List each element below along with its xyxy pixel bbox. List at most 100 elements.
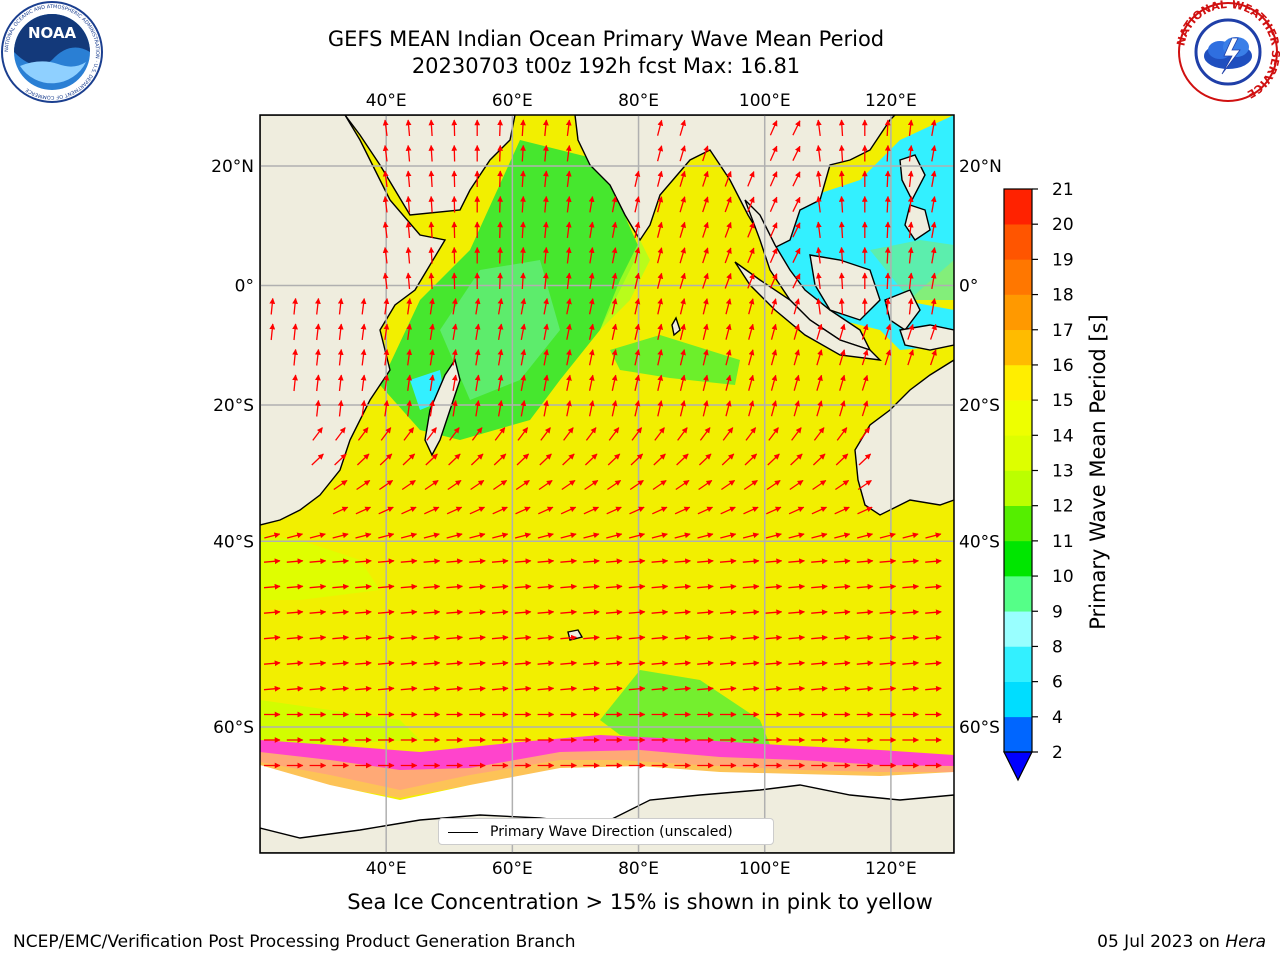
wave-arrow xyxy=(583,558,600,565)
wave-arrow xyxy=(337,323,344,340)
wave-arrow xyxy=(856,583,874,590)
wave-arrow xyxy=(588,374,595,391)
wave-arrow xyxy=(702,272,709,289)
wave-arrow xyxy=(605,558,623,565)
wave-arrow xyxy=(538,479,553,491)
wave-arrow xyxy=(469,609,486,616)
wave-arrow xyxy=(423,685,441,692)
wave-arrow xyxy=(742,532,760,539)
wave-arrow xyxy=(264,532,281,539)
wave-arrow xyxy=(406,298,413,315)
wave-arrow xyxy=(679,323,686,340)
wave-arrow xyxy=(607,479,622,491)
wave-arrow xyxy=(725,298,732,315)
colorbar-segment xyxy=(1004,470,1032,506)
wave-arrow xyxy=(657,400,664,417)
wave-arrow xyxy=(838,221,845,239)
wave-arrow xyxy=(657,374,664,391)
wave-arrow xyxy=(812,453,826,466)
wave-arrow xyxy=(697,634,714,641)
wave-arrow xyxy=(447,479,462,491)
wave-arrow xyxy=(770,349,778,366)
wave-arrow xyxy=(542,170,549,188)
wave-arrow xyxy=(263,660,281,667)
wave-arrow xyxy=(514,660,532,667)
wave-arrow xyxy=(724,272,732,289)
wave-arrow xyxy=(560,506,577,515)
wave-arrow xyxy=(765,558,783,565)
lat-tick-label-left: 60°S xyxy=(213,718,254,738)
wave-arrow xyxy=(446,609,463,616)
colorbar-segment xyxy=(1004,716,1032,753)
colorbar-tick-label: 20 xyxy=(1052,215,1074,235)
graticule xyxy=(260,115,954,853)
wave-arrow xyxy=(405,119,412,137)
wave-arrow xyxy=(884,323,892,340)
wave-arrow xyxy=(816,349,823,366)
wave-arrow xyxy=(377,685,395,692)
wave-arrow xyxy=(742,583,760,590)
wave-arrow xyxy=(446,685,463,692)
wave-arrow xyxy=(699,427,711,441)
wave-arrow xyxy=(628,583,646,590)
wave-arrow xyxy=(355,660,372,667)
wave-arrow xyxy=(742,558,760,565)
wave-arrow xyxy=(861,323,869,340)
wave-arrow xyxy=(766,479,781,491)
wave-arrow xyxy=(792,120,801,136)
wave-arrow xyxy=(677,427,688,441)
colorbar-tick-label: 18 xyxy=(1052,286,1074,306)
wave-arrow xyxy=(833,685,851,692)
wave-arrow xyxy=(606,532,623,539)
wave-arrow xyxy=(428,119,435,137)
wave-arrow xyxy=(360,374,367,391)
wave-arrow xyxy=(724,247,732,264)
wave-arrow xyxy=(925,583,942,590)
wave-arrow xyxy=(446,532,463,539)
period-zone-green-central xyxy=(610,335,740,385)
wave-arrow xyxy=(332,634,349,641)
wave-arrow xyxy=(611,349,618,366)
wave-arrow xyxy=(383,298,390,315)
wave-arrow xyxy=(839,323,846,340)
wave-arrow xyxy=(563,427,574,441)
wave-arrow xyxy=(765,532,782,539)
wave-arrow xyxy=(811,506,828,515)
wave-arrow xyxy=(588,196,595,213)
wave-arrow xyxy=(405,144,412,162)
wave-arrow xyxy=(907,272,914,289)
wave-arrow xyxy=(884,144,891,162)
wave-arrow xyxy=(315,323,321,341)
wave-arrow xyxy=(834,532,851,539)
wave-arrow xyxy=(583,583,600,590)
wave-arrow xyxy=(309,609,327,616)
lat-tick-label-left: 20°N xyxy=(211,157,254,177)
wave-arrow xyxy=(405,195,412,213)
wave-arrow xyxy=(360,400,367,417)
wave-arrow xyxy=(765,660,783,667)
wave-arrow xyxy=(791,427,802,441)
wave-arrow xyxy=(538,506,554,515)
colorbar-tick-label: 11 xyxy=(1052,532,1074,552)
wave-arrow xyxy=(333,479,348,491)
wave-arrow xyxy=(833,634,851,641)
wave-arrow xyxy=(856,660,874,667)
wave-arrow xyxy=(628,609,646,616)
wave-arrow xyxy=(542,119,549,137)
lat-tick-label-right: 0° xyxy=(959,276,978,296)
wave-arrow xyxy=(565,119,572,136)
wave-arrow xyxy=(315,399,321,417)
footer-credit: NCEP/EMC/Verification Post Processing Pr… xyxy=(13,932,576,952)
wave-arrow xyxy=(742,685,760,692)
wave-arrow xyxy=(720,506,736,515)
wave-arrow xyxy=(542,272,549,290)
wave-arrow xyxy=(382,119,389,136)
wave-arrow xyxy=(560,634,577,641)
wave-arrow xyxy=(656,119,664,136)
wave-arrow xyxy=(815,298,822,315)
wave-arrow xyxy=(446,506,463,515)
wave-arrow xyxy=(471,427,483,441)
wave-arrow xyxy=(446,558,463,565)
wave-arrow xyxy=(676,453,689,466)
wave-arrow xyxy=(583,609,600,616)
